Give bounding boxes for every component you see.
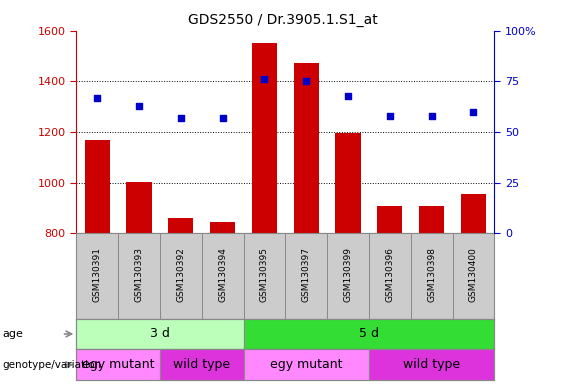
Text: GSM130394: GSM130394 xyxy=(218,247,227,302)
Bar xyxy=(294,63,319,384)
Text: egy mutant: egy mutant xyxy=(270,358,342,371)
Bar xyxy=(461,194,486,384)
Point xyxy=(469,109,478,115)
Text: GSM130399: GSM130399 xyxy=(344,247,353,302)
Text: GDS2550 / Dr.3905.1.S1_at: GDS2550 / Dr.3905.1.S1_at xyxy=(188,13,377,27)
Point xyxy=(385,113,394,119)
Point xyxy=(302,78,311,84)
Bar xyxy=(76,319,244,349)
Text: egy mutant: egy mutant xyxy=(82,358,154,371)
Text: GSM130391: GSM130391 xyxy=(93,247,102,302)
Point xyxy=(176,115,185,121)
Text: wild type: wild type xyxy=(403,358,460,371)
Bar xyxy=(210,222,235,384)
Bar xyxy=(76,349,160,380)
Text: GSM130395: GSM130395 xyxy=(260,247,269,302)
Text: GSM130398: GSM130398 xyxy=(427,247,436,302)
Text: genotype/variation: genotype/variation xyxy=(3,360,102,370)
Bar xyxy=(168,218,193,384)
Bar xyxy=(85,140,110,384)
Bar xyxy=(336,132,360,384)
Bar xyxy=(369,349,494,380)
Point xyxy=(344,93,353,99)
Bar xyxy=(244,319,494,349)
Text: GSM130392: GSM130392 xyxy=(176,247,185,302)
Text: GSM130396: GSM130396 xyxy=(385,247,394,302)
Text: GSM130397: GSM130397 xyxy=(302,247,311,302)
Point xyxy=(93,94,102,101)
Bar xyxy=(252,43,277,384)
Text: GSM130393: GSM130393 xyxy=(134,247,144,302)
Bar xyxy=(377,206,402,384)
Bar xyxy=(244,349,369,380)
Point xyxy=(134,103,144,109)
Text: 3 d: 3 d xyxy=(150,328,170,341)
Text: 5 d: 5 d xyxy=(359,328,379,341)
Point xyxy=(218,115,227,121)
Point xyxy=(427,113,436,119)
Bar xyxy=(419,206,444,384)
Point xyxy=(260,76,269,83)
Text: wild type: wild type xyxy=(173,358,231,371)
Bar xyxy=(160,349,244,380)
Bar xyxy=(127,182,151,384)
Text: age: age xyxy=(3,329,24,339)
Text: GSM130400: GSM130400 xyxy=(469,247,478,302)
